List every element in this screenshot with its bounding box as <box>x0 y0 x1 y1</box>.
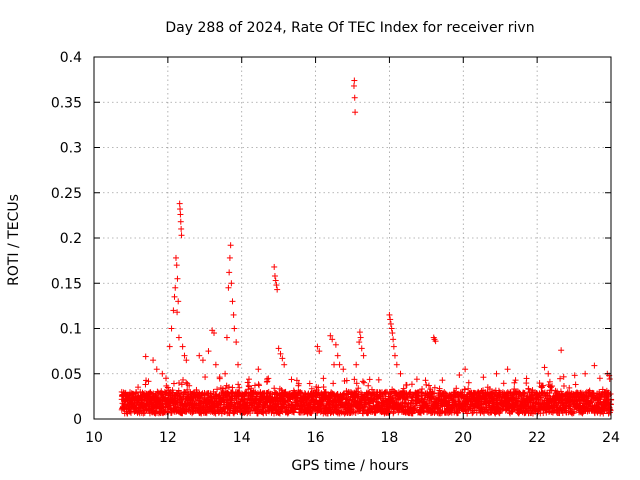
baseline-point <box>216 375 223 382</box>
baseline-point <box>366 376 373 383</box>
baseline-point <box>353 380 360 387</box>
baseline-point <box>264 378 271 385</box>
baseline-point <box>245 376 252 383</box>
baseline-point <box>372 410 379 417</box>
baseline-point <box>308 385 315 392</box>
baseline-point <box>351 376 358 383</box>
baseline-point <box>375 376 382 383</box>
baseline-point <box>265 375 272 382</box>
baseline-point <box>145 378 152 385</box>
y-tick-label: 0 <box>73 412 82 428</box>
baseline-point <box>135 384 142 391</box>
baseline-point <box>164 384 171 391</box>
baseline-point <box>315 384 322 391</box>
baseline-point <box>225 383 232 390</box>
baseline-point <box>183 379 190 386</box>
baseline-point <box>365 382 372 389</box>
baseline-point <box>175 387 182 394</box>
baseline-point <box>368 406 375 413</box>
y-tick-label: 0.25 <box>51 186 82 202</box>
y-tick-label: 0.35 <box>51 95 82 111</box>
baseline-point <box>142 381 149 388</box>
baseline-point <box>128 409 135 416</box>
x-tick-label: 10 <box>85 430 103 446</box>
y-tick-label: 0.15 <box>51 276 82 292</box>
baseline-point <box>320 375 327 382</box>
baseline-point <box>320 384 327 391</box>
baseline-point <box>295 380 302 387</box>
baseline-point <box>385 409 392 416</box>
baseline-point <box>343 377 350 384</box>
x-tick-label: 24 <box>602 430 620 446</box>
baseline-point <box>178 381 185 388</box>
y-tick-label: 0.1 <box>60 322 82 338</box>
baseline-point <box>372 409 379 416</box>
y-axis-label: ROTI / TECUs <box>6 194 22 286</box>
baseline-point <box>306 380 313 387</box>
y-tick-label: 0.4 <box>60 50 82 66</box>
x-axis-label: GPS time / hours <box>291 458 408 474</box>
x-tick-label: 22 <box>528 430 546 446</box>
baseline-point <box>170 380 177 387</box>
baseline-point <box>215 409 222 416</box>
baseline-point <box>176 379 183 386</box>
baseline-point <box>227 406 234 413</box>
y-tick-label: 0.2 <box>60 231 82 247</box>
x-tick-label: 20 <box>454 430 472 446</box>
x-tick-label: 16 <box>307 430 325 446</box>
baseline-point <box>256 382 263 389</box>
baseline-point <box>322 390 329 397</box>
grid-lines <box>94 57 611 419</box>
y-tick-label: 0.05 <box>51 367 82 383</box>
baseline-point <box>186 382 193 389</box>
baseline-point <box>361 379 368 386</box>
baseline-point <box>219 385 226 392</box>
baseline-point <box>140 410 147 417</box>
baseline-point <box>325 400 332 407</box>
baseline-point <box>235 381 242 388</box>
baseline-point <box>293 377 300 384</box>
baseline-point <box>330 380 337 387</box>
baseline-point <box>271 385 278 392</box>
baseline-point <box>214 386 221 393</box>
baseline-point <box>184 386 191 393</box>
baseline-point <box>147 389 154 396</box>
baseline-point <box>244 379 251 386</box>
baseline-point <box>180 376 187 383</box>
baseline-point <box>133 389 140 396</box>
baseline-point <box>229 384 236 391</box>
baseline-point <box>359 378 366 385</box>
baseline-point <box>288 376 295 383</box>
x-tick-label: 18 <box>381 430 399 446</box>
baseline-point <box>322 388 329 395</box>
baseline-point <box>236 384 243 391</box>
baseline-point <box>355 385 362 392</box>
baseline-point <box>264 389 271 396</box>
y-tick-label: 0.3 <box>60 141 82 157</box>
baseline-point <box>202 374 209 381</box>
data-points <box>118 77 615 417</box>
baseline-point <box>245 386 252 393</box>
baseline-point <box>168 409 175 416</box>
x-tick-label: 12 <box>159 430 177 446</box>
baseline-point <box>320 400 327 407</box>
chart-title: Day 288 of 2024, Rate Of TEC Index for r… <box>165 20 534 36</box>
baseline-point <box>176 390 183 397</box>
x-tick-label: 14 <box>233 430 251 446</box>
